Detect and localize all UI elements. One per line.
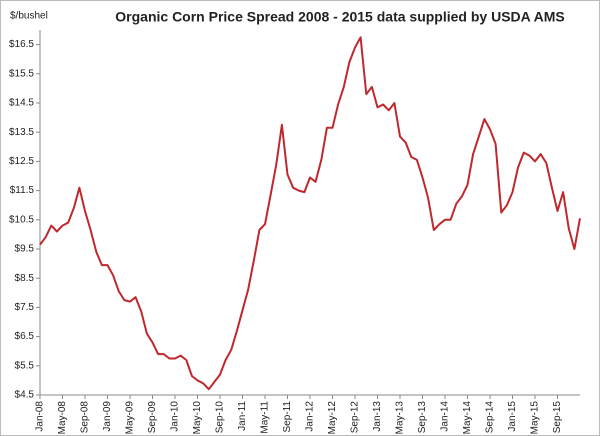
x-tick-label: Sep-11	[282, 401, 293, 433]
x-tick-label: May-15	[530, 401, 541, 435]
x-tick-label: May-12	[327, 401, 338, 435]
x-tick-label: Jan-13	[372, 401, 383, 432]
x-tick-label: Jan-14	[440, 401, 451, 432]
y-tick-label: $15.5	[9, 68, 34, 79]
y-tick-label: $9.5	[15, 244, 35, 255]
x-tick-label: Sep-13	[417, 401, 428, 434]
x-tick-label: Jan-10	[170, 401, 181, 432]
x-tick-label: Jan-11	[237, 401, 248, 431]
x-tick-label: Jan-15	[507, 401, 518, 432]
y-tick-label: $10.5	[9, 214, 34, 225]
y-tick-label: $8.5	[15, 273, 35, 284]
x-tick-label: Sep-14	[485, 401, 496, 434]
y-tick-label: $13.5	[9, 127, 34, 138]
x-tick-label: Sep-08	[80, 401, 91, 434]
x-tick-label: May-08	[57, 401, 68, 435]
x-tick-label: May-11	[260, 401, 271, 434]
y-tick-label: $4.5	[15, 390, 35, 401]
x-tick-label: May-13	[395, 401, 406, 435]
x-tick-label: Sep-09	[147, 401, 158, 434]
x-tick-label: Jan-12	[305, 401, 316, 432]
y-axis-label: $/bushel	[10, 11, 48, 22]
y-tick-label: $7.5	[15, 302, 35, 313]
x-tick-label: Jan-09	[102, 401, 113, 432]
x-tick-label: Jan-08	[35, 401, 46, 432]
y-tick-label: $16.5	[9, 39, 34, 50]
x-tick-label: Sep-12	[350, 401, 361, 434]
x-tick-label: Sep-10	[215, 401, 226, 434]
x-tick-label: Sep-15	[552, 401, 563, 434]
y-tick-label: $14.5	[9, 98, 34, 109]
y-tick-label: $12.5	[9, 156, 34, 167]
y-tick-label: $5.5	[15, 360, 35, 371]
y-tick-label: $11.5	[10, 185, 35, 196]
data-line	[39, 36, 581, 391]
x-tick-label: May-14	[462, 401, 473, 435]
chart-title: Organic Corn Price Spread 2008 - 2015 da…	[115, 9, 564, 25]
x-tick-label: May-09	[125, 401, 136, 435]
y-tick-label: $6.5	[15, 331, 35, 342]
x-tick-label: May-10	[192, 401, 203, 435]
